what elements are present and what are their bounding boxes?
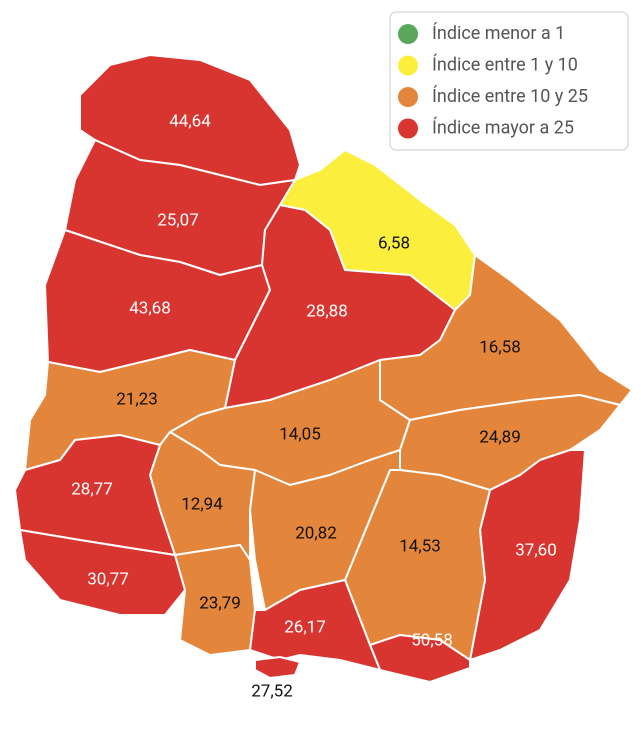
region-label: 21,23 (116, 389, 158, 409)
region-label: 50,58 (411, 630, 453, 650)
region (249, 579, 381, 671)
region (254, 656, 301, 679)
region-label: 20,82 (295, 523, 337, 543)
region-label: 44,64 (169, 111, 211, 131)
region-label: 30,77 (87, 569, 129, 589)
region-label: 26,17 (284, 617, 326, 637)
legend-label: Índice entre 1 y 10 (432, 53, 578, 75)
regions: 44,64 25,07 43,68 6,58 28,88 21,23 14,05 16,58 2… (14, 54, 633, 701)
region-label: 27,52 (251, 681, 293, 701)
region-label: 12,94 (181, 494, 223, 514)
region-label: 14,53 (399, 536, 441, 556)
region-label: 24,89 (479, 427, 521, 447)
region-label: 6,58 (378, 233, 410, 253)
region-label: 43,68 (129, 298, 171, 318)
region-label: 28,88 (306, 301, 348, 321)
region-label: 37,60 (515, 540, 557, 560)
legend-swatch (398, 118, 418, 139)
legend-swatch (398, 24, 418, 44)
region-label: 23,79 (199, 593, 241, 613)
legend-label: Índice entre 10 y 25 (432, 85, 588, 107)
legend-swatch (398, 55, 418, 76)
region (249, 449, 401, 611)
legend-label: Índice mayor a 25 (432, 116, 574, 138)
region-label: 28,77 (71, 479, 113, 499)
region (19, 529, 186, 616)
legend: Índice menor a 1 Índice entre 1 y 10 Índic… (398, 22, 588, 139)
legend-swatch (398, 87, 418, 107)
legend-box (389, 11, 629, 151)
region (369, 634, 471, 683)
region-label: 14,05 (279, 424, 321, 444)
legend-label: Índice menor a 1 (432, 22, 565, 44)
region-label: 16,58 (479, 337, 521, 357)
region-label: 25,07 (157, 210, 199, 230)
